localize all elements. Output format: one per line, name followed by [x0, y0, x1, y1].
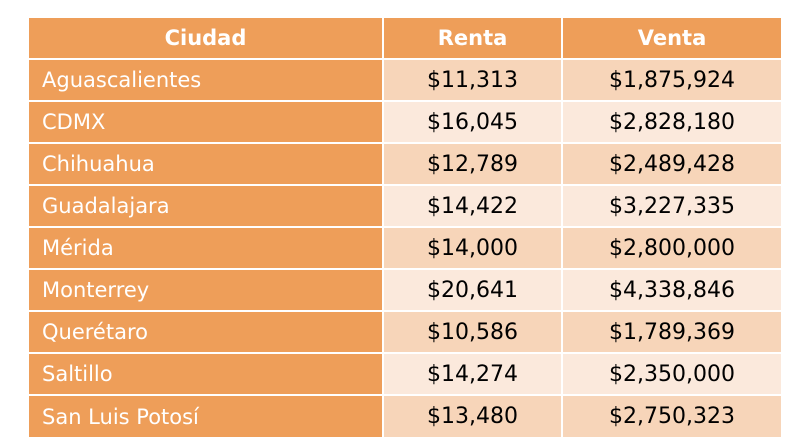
- cell-renta: $14,000: [382, 226, 563, 270]
- cell-ciudad: Aguascalientes: [29, 58, 384, 102]
- cell-ciudad: CDMX: [29, 100, 384, 144]
- cell-venta: $3,227,335: [561, 184, 781, 228]
- price-table: Ciudad Renta Venta Aguascalientes $11,31…: [29, 18, 781, 437]
- cell-ciudad: Mérida: [29, 226, 384, 270]
- cell-venta: $1,789,369: [561, 310, 781, 354]
- cell-ciudad: San Luis Potosí: [29, 394, 384, 437]
- cell-venta: $2,800,000: [561, 226, 781, 270]
- table-row: Aguascalientes $11,313 $1,875,924: [29, 58, 781, 102]
- cell-renta: $12,789: [382, 142, 563, 186]
- table-row: CDMX $16,045 $2,828,180: [29, 100, 781, 144]
- table-header: Ciudad Renta Venta: [29, 18, 781, 60]
- price-table-container: Ciudad Renta Venta Aguascalientes $11,31…: [29, 18, 781, 437]
- cell-renta: $20,641: [382, 268, 563, 312]
- table-row: Chihuahua $12,789 $2,489,428: [29, 142, 781, 186]
- cell-venta: $2,350,000: [561, 352, 781, 396]
- cell-renta: $11,313: [382, 58, 563, 102]
- header-ciudad: Ciudad: [29, 18, 384, 60]
- cell-venta: $1,875,924: [561, 58, 781, 102]
- header-renta: Renta: [382, 18, 563, 60]
- cell-renta: $14,274: [382, 352, 563, 396]
- table-row: San Luis Potosí $13,480 $2,750,323: [29, 394, 781, 437]
- cell-ciudad: Guadalajara: [29, 184, 384, 228]
- cell-ciudad: Querétaro: [29, 310, 384, 354]
- table-row: Mérida $14,000 $2,800,000: [29, 226, 781, 270]
- table-row: Monterrey $20,641 $4,338,846: [29, 268, 781, 312]
- cell-venta: $2,489,428: [561, 142, 781, 186]
- cell-venta: $2,750,323: [561, 394, 781, 437]
- table-row: Guadalajara $14,422 $3,227,335: [29, 184, 781, 228]
- header-venta: Venta: [561, 18, 781, 60]
- cell-venta: $4,338,846: [561, 268, 781, 312]
- cell-ciudad: Chihuahua: [29, 142, 384, 186]
- cell-venta: $2,828,180: [561, 100, 781, 144]
- table-body: Aguascalientes $11,313 $1,875,924 CDMX $…: [29, 58, 781, 437]
- cell-renta: $14,422: [382, 184, 563, 228]
- cell-ciudad: Saltillo: [29, 352, 384, 396]
- cell-renta: $16,045: [382, 100, 563, 144]
- cell-renta: $13,480: [382, 394, 563, 437]
- table-row: Saltillo $14,274 $2,350,000: [29, 352, 781, 396]
- table-row: Querétaro $10,586 $1,789,369: [29, 310, 781, 354]
- header-row: Ciudad Renta Venta: [29, 18, 781, 60]
- cell-ciudad: Monterrey: [29, 268, 384, 312]
- cell-renta: $10,586: [382, 310, 563, 354]
